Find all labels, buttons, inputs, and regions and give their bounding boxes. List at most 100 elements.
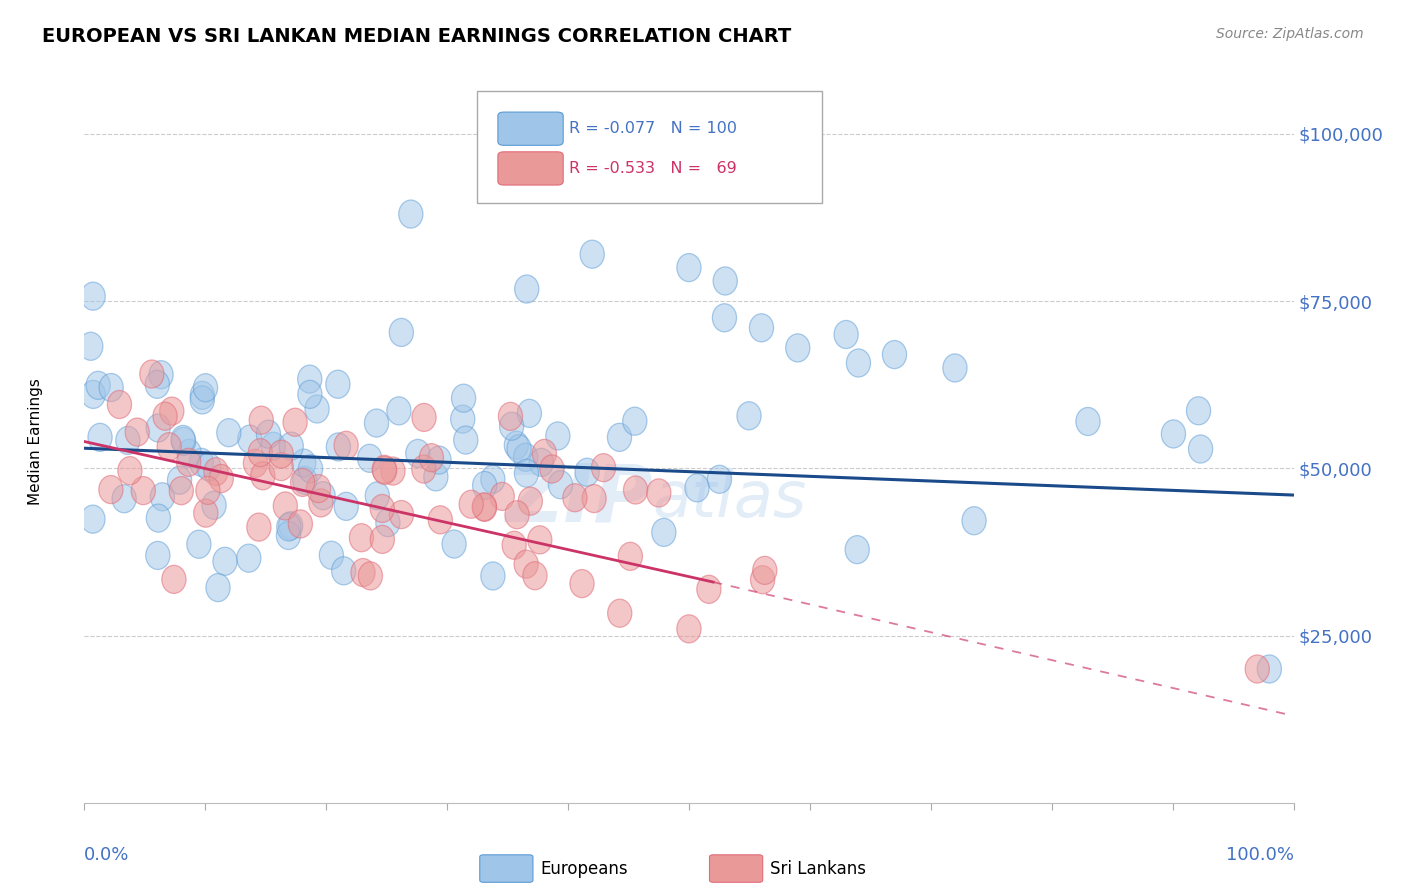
Ellipse shape [527,525,553,554]
Text: R = -0.533   N =   69: R = -0.533 N = 69 [569,161,737,176]
Ellipse shape [298,380,322,409]
Ellipse shape [332,557,356,585]
Ellipse shape [197,453,221,481]
FancyBboxPatch shape [478,91,823,203]
Text: 100.0%: 100.0% [1226,847,1294,864]
Ellipse shape [389,318,413,346]
Ellipse shape [146,504,170,533]
Ellipse shape [277,513,301,541]
Ellipse shape [943,354,967,382]
Ellipse shape [845,535,869,564]
Ellipse shape [162,566,186,593]
Ellipse shape [502,532,526,559]
Ellipse shape [508,434,531,463]
Ellipse shape [82,282,105,310]
Ellipse shape [883,341,907,368]
Ellipse shape [115,426,141,454]
Ellipse shape [491,483,515,510]
Ellipse shape [481,562,505,590]
Ellipse shape [472,493,496,522]
Ellipse shape [172,427,195,456]
Ellipse shape [250,462,276,490]
Ellipse shape [190,381,215,409]
Ellipse shape [172,425,195,453]
Ellipse shape [373,457,396,484]
Ellipse shape [146,541,170,569]
Ellipse shape [387,397,411,425]
Ellipse shape [278,512,302,540]
Ellipse shape [581,240,605,268]
Ellipse shape [167,467,191,494]
Ellipse shape [373,455,396,483]
Ellipse shape [145,370,169,399]
Ellipse shape [280,432,304,460]
Ellipse shape [79,332,103,360]
Ellipse shape [80,505,105,533]
Ellipse shape [752,557,778,584]
Ellipse shape [1187,397,1211,425]
Ellipse shape [150,483,174,511]
Ellipse shape [238,425,262,453]
Ellipse shape [118,457,142,484]
Ellipse shape [194,500,218,527]
Ellipse shape [737,401,761,430]
Ellipse shape [623,476,648,504]
Ellipse shape [1257,655,1281,683]
Ellipse shape [359,562,382,590]
Ellipse shape [204,458,228,486]
Ellipse shape [412,455,436,483]
Ellipse shape [569,569,595,598]
Ellipse shape [262,433,285,460]
Ellipse shape [269,440,294,468]
Ellipse shape [472,472,496,500]
Ellipse shape [505,431,529,459]
Ellipse shape [370,525,395,553]
Ellipse shape [441,530,467,558]
Ellipse shape [209,465,233,492]
Ellipse shape [335,492,359,520]
Text: Median Earnings: Median Earnings [28,378,44,505]
Ellipse shape [515,550,538,578]
Ellipse shape [292,467,316,494]
Ellipse shape [962,507,986,535]
Ellipse shape [205,574,231,601]
Text: Source: ZipAtlas.com: Source: ZipAtlas.com [1216,27,1364,41]
Ellipse shape [177,439,201,467]
Ellipse shape [1076,408,1099,435]
FancyBboxPatch shape [710,855,762,882]
Ellipse shape [423,463,449,491]
Ellipse shape [1188,435,1213,463]
Ellipse shape [326,433,350,461]
Ellipse shape [548,471,572,499]
Ellipse shape [575,458,599,486]
Ellipse shape [98,475,122,504]
Ellipse shape [713,303,737,332]
Ellipse shape [676,615,702,643]
Ellipse shape [623,407,647,435]
Ellipse shape [529,449,554,476]
Ellipse shape [592,454,616,482]
Ellipse shape [298,365,322,393]
Ellipse shape [1246,655,1270,683]
Ellipse shape [451,405,475,434]
Ellipse shape [195,476,219,504]
Ellipse shape [125,418,149,446]
Ellipse shape [86,371,110,400]
Ellipse shape [326,370,350,398]
Ellipse shape [249,406,273,434]
Ellipse shape [460,491,484,518]
Ellipse shape [335,431,359,459]
Ellipse shape [269,452,294,481]
Ellipse shape [307,475,330,502]
Ellipse shape [546,422,569,450]
Ellipse shape [412,403,436,432]
Ellipse shape [399,200,423,228]
Ellipse shape [169,476,194,505]
Ellipse shape [273,491,298,520]
Ellipse shape [249,439,273,467]
Ellipse shape [652,518,676,547]
Ellipse shape [157,433,181,460]
Ellipse shape [131,476,155,505]
Ellipse shape [707,466,731,493]
Ellipse shape [697,575,721,603]
